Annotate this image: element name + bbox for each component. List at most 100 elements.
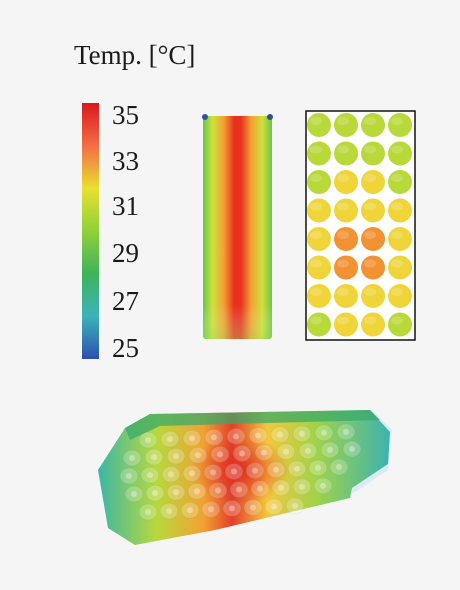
cell-highlight	[364, 117, 376, 125]
pack-cell-end	[222, 499, 242, 517]
cell-highlight	[310, 288, 322, 296]
pack-cell-terminal	[299, 430, 305, 437]
cell-highlight	[337, 145, 349, 154]
pack-cell-terminal	[126, 473, 132, 479]
module-cell	[307, 312, 331, 337]
pack-cell-end	[245, 462, 265, 480]
pack-cell-end	[336, 423, 356, 441]
pack-cell-end	[271, 479, 291, 497]
pack-cell-end	[119, 467, 139, 485]
module-cell	[334, 284, 358, 308]
module-cell	[361, 198, 385, 223]
pack-cell-end	[248, 427, 268, 444]
cell-highlight	[337, 259, 349, 268]
pack-cell-terminal	[189, 470, 195, 477]
pack-cell-end	[226, 427, 246, 445]
pack-cell-terminal	[349, 446, 355, 452]
pack-cell-end	[270, 426, 290, 444]
pack-cell-terminal	[210, 469, 216, 476]
pack-cell-terminal	[320, 482, 326, 489]
pack-cell-terminal	[173, 489, 179, 496]
pack-cell-terminal	[145, 437, 151, 443]
pack-cell-end	[342, 440, 362, 458]
pack-cell-terminal	[131, 491, 137, 497]
cell-highlight	[364, 231, 376, 239]
pack-cell-terminal	[292, 502, 298, 509]
pack-cell-end	[276, 443, 296, 461]
cell-terminal-right	[267, 114, 273, 120]
cell-highlight	[391, 117, 403, 125]
pack-cell-terminal	[187, 507, 193, 514]
pack-cell-end	[204, 428, 224, 446]
pack-cell-end	[138, 431, 158, 449]
module-cell	[307, 113, 331, 137]
module-cell	[334, 255, 358, 280]
pack-cell-end	[254, 444, 274, 462]
pack-cell-end	[138, 503, 158, 521]
cell-highlight	[364, 145, 376, 154]
module-cell	[307, 284, 331, 308]
pack-cell-terminal	[321, 429, 327, 436]
tick-label-27: 27	[112, 286, 139, 316]
tick-label-31: 31	[112, 191, 139, 221]
pack-cell-end	[264, 498, 284, 516]
cell-highlight	[364, 174, 376, 182]
pack-cell-terminal	[145, 509, 151, 515]
cell-highlight	[391, 288, 403, 296]
pack-cell-end	[329, 458, 349, 476]
pack-cell-end	[285, 497, 305, 515]
pack-cell-terminal	[271, 503, 277, 510]
pack-cell-terminal	[233, 433, 239, 440]
pack-cell-end	[210, 445, 230, 463]
pack-cell-terminal	[208, 506, 214, 513]
pack-cell-terminal	[173, 453, 179, 460]
pack-cell-end	[203, 463, 223, 481]
cell-highlight	[337, 231, 349, 239]
pack-cell-terminal	[315, 464, 321, 471]
module-cell	[334, 227, 358, 251]
cell-highlight	[364, 316, 376, 325]
pack-cell-end	[314, 424, 334, 442]
module-cell	[334, 113, 358, 137]
pack-cell-terminal	[147, 472, 153, 479]
pack-cell-terminal	[327, 446, 333, 453]
cell-highlight	[337, 316, 349, 325]
pack-cell-terminal	[229, 505, 235, 512]
pack-cell-terminal	[257, 485, 263, 492]
module-cell	[361, 284, 385, 308]
pack-cell-end	[229, 481, 249, 498]
pack-cell-end	[250, 480, 270, 498]
tick-label-29: 29	[112, 238, 139, 268]
pack-cell-terminal	[343, 428, 349, 435]
module-cell	[307, 170, 331, 194]
pack-cell-terminal	[236, 486, 242, 493]
pack-cell-terminal	[195, 452, 201, 459]
pack-cell-terminal	[261, 449, 267, 456]
pack-cell-terminal	[294, 465, 300, 472]
pack-cell-end	[292, 425, 312, 443]
module-cell	[334, 170, 358, 194]
module-cell	[361, 227, 385, 251]
cell-highlight	[364, 202, 376, 211]
cell-highlight	[364, 259, 376, 268]
pack-cell-terminal	[189, 435, 195, 442]
pack-cell-end	[161, 465, 181, 483]
temperature-colorbar	[82, 103, 99, 359]
pack-cell-end	[180, 501, 200, 519]
pack-cell-terminal	[129, 455, 135, 461]
pack-cell-terminal	[277, 431, 283, 438]
pack-cell-terminal	[273, 466, 279, 473]
cell-highlight	[337, 117, 349, 125]
module-cell	[388, 227, 412, 251]
module-cell	[388, 198, 412, 223]
cell-highlight	[310, 231, 322, 239]
pack-cell-end	[308, 459, 328, 477]
module-cell	[307, 141, 331, 166]
cell-highlight	[391, 259, 403, 268]
module-cell	[388, 141, 412, 166]
pack-cell-end	[232, 445, 252, 462]
pack-cell-end	[292, 478, 312, 496]
tick-label-25: 25	[112, 333, 139, 363]
pack-cell-end	[208, 481, 228, 499]
